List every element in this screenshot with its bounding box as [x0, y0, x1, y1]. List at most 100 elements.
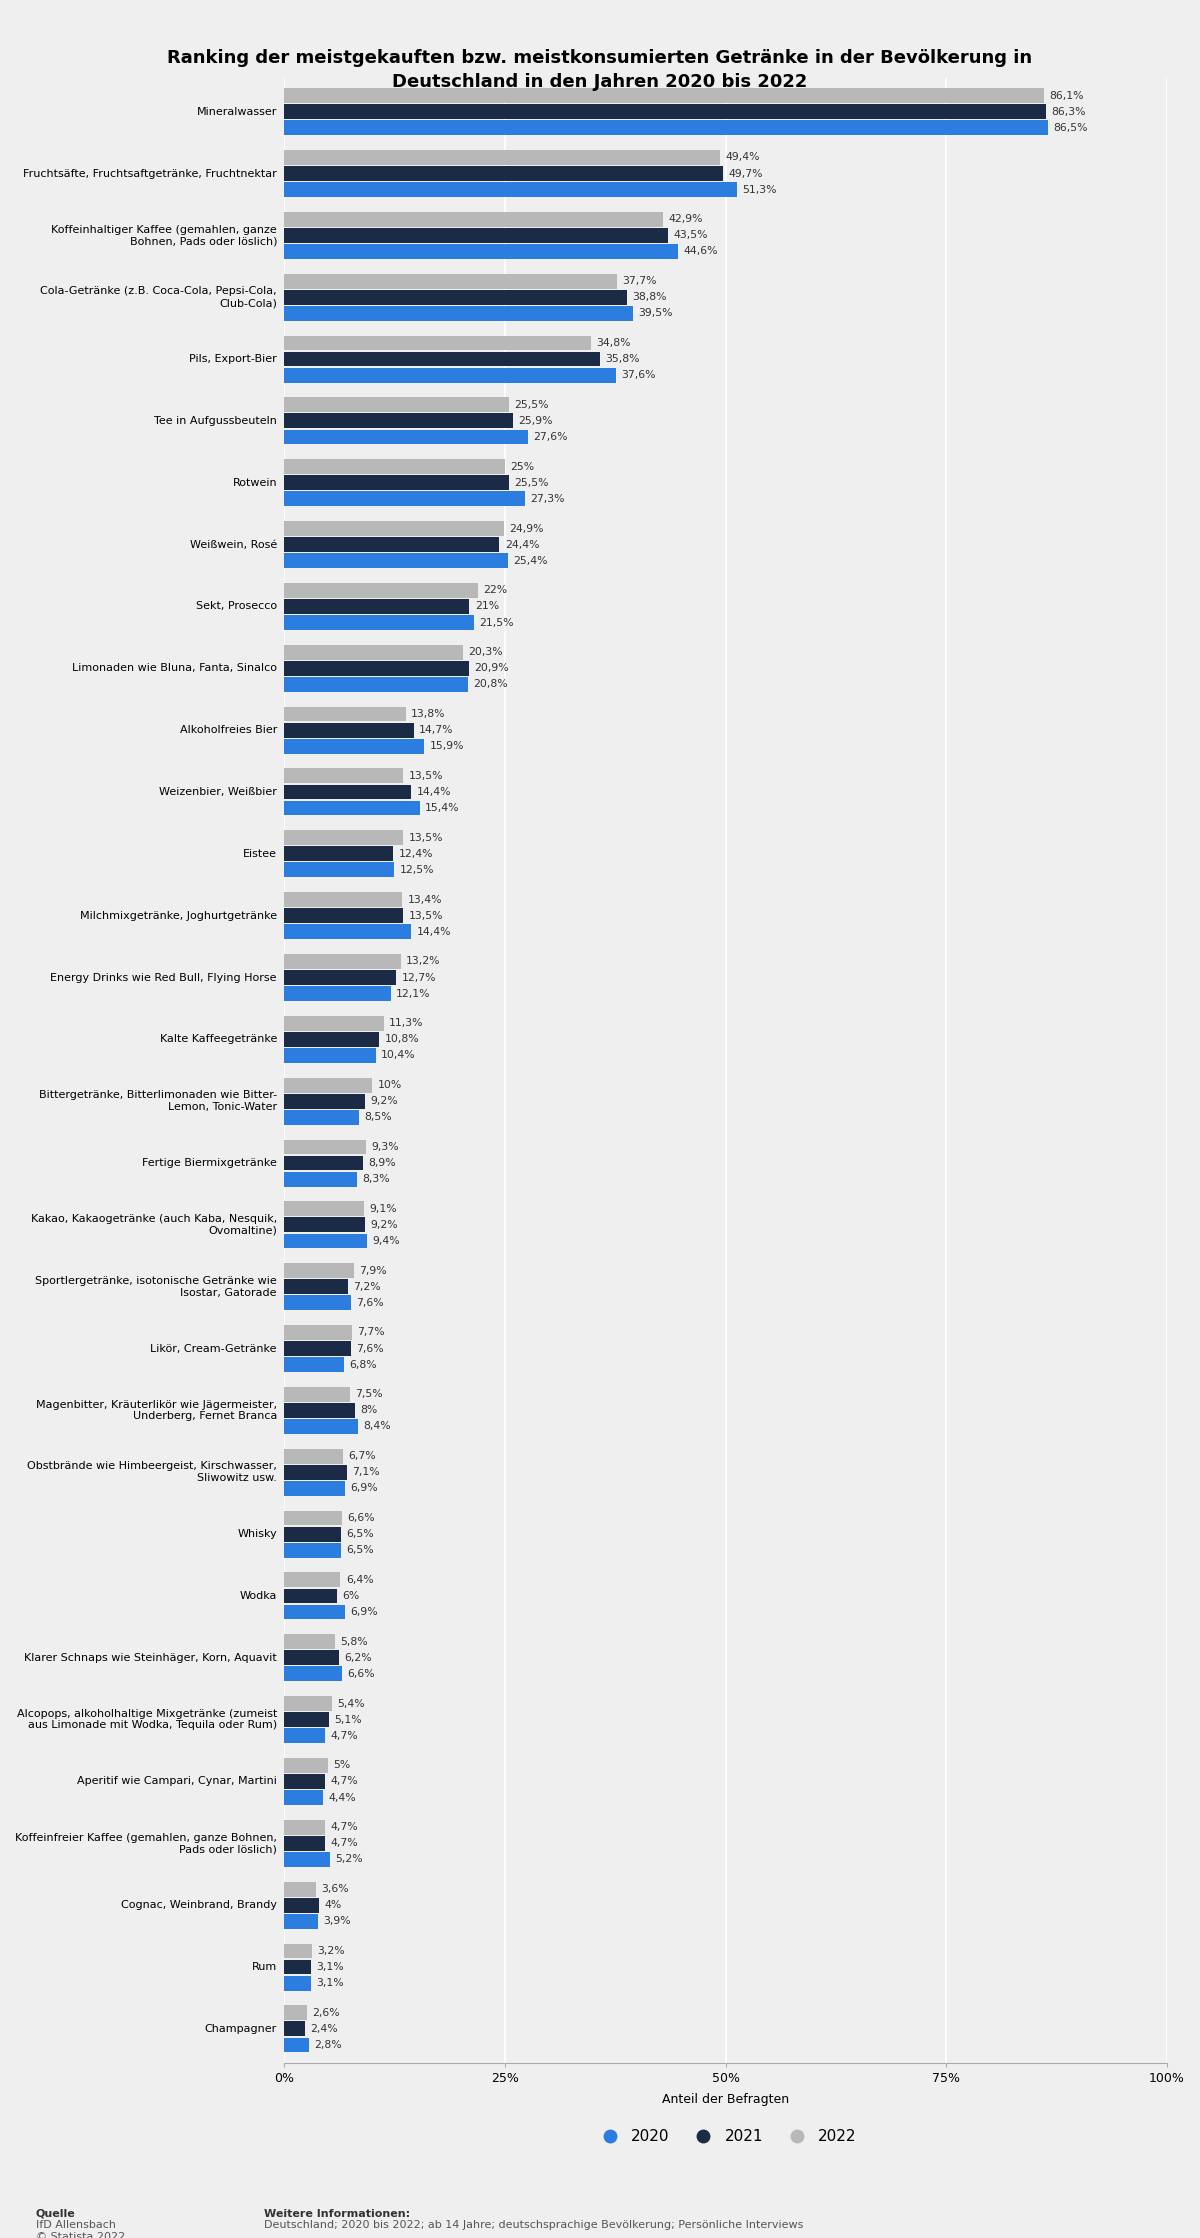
Text: 3,2%: 3,2%	[318, 1945, 346, 1956]
Bar	[284, 1542, 341, 1558]
Text: 86,5%: 86,5%	[1054, 123, 1087, 132]
Bar	[284, 1589, 337, 1602]
Text: 9,2%: 9,2%	[371, 1220, 398, 1231]
Bar	[284, 1262, 354, 1278]
Bar	[284, 1976, 311, 1990]
Bar	[284, 615, 474, 629]
Bar	[284, 1448, 343, 1464]
Bar	[284, 121, 1048, 134]
Bar	[284, 474, 509, 490]
Bar	[284, 987, 391, 1000]
Text: 3,6%: 3,6%	[322, 1884, 349, 1893]
Text: 6,7%: 6,7%	[348, 1450, 376, 1461]
Text: 7,2%: 7,2%	[353, 1282, 380, 1291]
Text: 4,7%: 4,7%	[331, 1822, 359, 1833]
Text: 9,4%: 9,4%	[372, 1235, 400, 1247]
Text: 8%: 8%	[360, 1405, 377, 1414]
Bar	[284, 459, 505, 474]
Bar	[284, 1419, 358, 1435]
Text: 25%: 25%	[510, 461, 534, 472]
Bar	[284, 1032, 379, 1047]
Text: 6,6%: 6,6%	[348, 1670, 376, 1678]
Text: 21%: 21%	[475, 602, 499, 611]
Text: 13,2%: 13,2%	[406, 956, 440, 967]
Text: 14,4%: 14,4%	[416, 788, 451, 797]
Bar	[284, 739, 425, 754]
Text: 22%: 22%	[484, 586, 508, 595]
Bar	[284, 1356, 344, 1372]
Bar	[284, 244, 678, 260]
Text: 20,9%: 20,9%	[474, 662, 509, 674]
Bar	[284, 1403, 354, 1419]
Bar	[284, 1202, 365, 1215]
Text: 5,4%: 5,4%	[337, 1699, 365, 1708]
Text: 6,4%: 6,4%	[346, 1576, 373, 1585]
Text: 7,6%: 7,6%	[356, 1343, 384, 1354]
Text: 13,8%: 13,8%	[412, 709, 445, 718]
Text: 51,3%: 51,3%	[743, 184, 776, 195]
Bar	[284, 1155, 362, 1170]
Text: 21,5%: 21,5%	[479, 618, 514, 627]
Text: 44,6%: 44,6%	[683, 246, 718, 257]
Text: 42,9%: 42,9%	[668, 215, 703, 224]
Text: 8,4%: 8,4%	[364, 1421, 391, 1432]
Bar	[284, 707, 406, 721]
Bar	[284, 893, 402, 906]
Text: 7,5%: 7,5%	[355, 1390, 383, 1399]
Text: 20,3%: 20,3%	[468, 647, 503, 658]
Text: 6,5%: 6,5%	[347, 1529, 374, 1540]
Bar	[284, 582, 479, 598]
Bar	[284, 1728, 325, 1743]
Bar	[284, 1217, 365, 1233]
Bar	[284, 430, 528, 445]
Bar	[284, 1605, 344, 1620]
Bar	[284, 336, 592, 351]
Text: 6,9%: 6,9%	[350, 1607, 378, 1618]
Bar	[284, 367, 616, 383]
Bar	[284, 228, 668, 242]
Text: 4,7%: 4,7%	[331, 1837, 359, 1849]
Text: 37,6%: 37,6%	[622, 369, 655, 380]
Text: 4,4%: 4,4%	[328, 1793, 355, 1802]
Text: 24,4%: 24,4%	[505, 539, 539, 551]
Text: 3,1%: 3,1%	[317, 1978, 344, 1987]
Bar	[284, 830, 403, 846]
Text: 7,1%: 7,1%	[352, 1468, 379, 1477]
Text: 3,9%: 3,9%	[324, 1916, 352, 1927]
Bar	[284, 492, 526, 506]
Bar	[284, 723, 414, 739]
Text: Weitere Informationen:: Weitere Informationen:	[264, 2209, 410, 2218]
Text: 12,5%: 12,5%	[400, 864, 434, 875]
Bar	[284, 1325, 352, 1341]
Bar	[284, 273, 617, 289]
Bar	[284, 1482, 344, 1495]
Text: 4,7%: 4,7%	[331, 1730, 359, 1741]
Text: 5,1%: 5,1%	[335, 1714, 362, 1725]
Bar	[284, 1526, 341, 1542]
Bar	[284, 1775, 325, 1788]
Bar	[284, 2005, 307, 2021]
Bar	[284, 1173, 358, 1186]
Text: 2,4%: 2,4%	[311, 2023, 338, 2034]
Bar	[284, 307, 632, 320]
Text: 8,9%: 8,9%	[368, 1157, 396, 1168]
Text: 9,2%: 9,2%	[371, 1097, 398, 1106]
Bar	[284, 1960, 311, 1974]
Text: 2,8%: 2,8%	[314, 2041, 342, 2050]
Text: 2,6%: 2,6%	[312, 2007, 340, 2019]
Text: 39,5%: 39,5%	[638, 309, 672, 318]
Text: 6,8%: 6,8%	[349, 1361, 377, 1370]
Text: 24,9%: 24,9%	[509, 524, 544, 533]
Text: 5%: 5%	[334, 1761, 350, 1770]
Text: 7,6%: 7,6%	[356, 1298, 384, 1307]
Text: 15,9%: 15,9%	[430, 741, 464, 752]
Bar	[284, 1696, 331, 1712]
Text: 4%: 4%	[324, 1900, 342, 1911]
Text: Ranking der meistgekauften bzw. meistkonsumierten Getränke in der Bevölkerung in: Ranking der meistgekauften bzw. meistkon…	[168, 49, 1032, 92]
Bar	[284, 1079, 372, 1092]
Text: 37,7%: 37,7%	[622, 275, 656, 286]
Bar	[284, 1634, 335, 1649]
Text: 25,4%: 25,4%	[514, 555, 548, 566]
Bar	[284, 1819, 325, 1835]
Bar	[284, 676, 468, 692]
